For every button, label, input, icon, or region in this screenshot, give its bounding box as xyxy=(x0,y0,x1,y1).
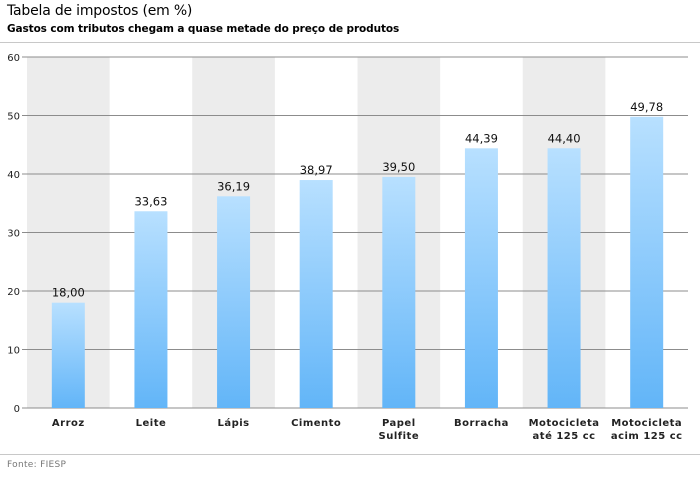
y-tick-label: 30 xyxy=(7,229,20,240)
y-tick-label: 60 xyxy=(7,53,20,64)
x-tick-label: Arroz xyxy=(52,418,85,429)
x-tick-label: Motocicleta xyxy=(611,418,682,429)
data-label: 44,40 xyxy=(548,131,581,145)
footer-divider xyxy=(0,454,700,455)
data-label: 39,50 xyxy=(382,160,415,174)
x-tick-label: Sulfite xyxy=(379,431,420,442)
data-label: 44,39 xyxy=(465,131,498,145)
header-divider xyxy=(0,42,700,43)
x-tick-label: Lápis xyxy=(217,417,249,429)
bar xyxy=(547,148,581,408)
data-label: 33,63 xyxy=(134,194,167,208)
x-tick-label: Papel xyxy=(382,418,416,429)
bar xyxy=(134,211,168,408)
x-tick-label: Leite xyxy=(136,418,167,429)
x-tick-label: Motocicleta xyxy=(529,418,600,429)
bar xyxy=(630,116,664,409)
bar xyxy=(299,180,333,408)
y-tick-label: 0 xyxy=(14,404,20,415)
x-tick-label: Cimento xyxy=(291,418,341,429)
y-tick-label: 50 xyxy=(7,112,20,123)
data-label: 36,19 xyxy=(217,179,250,193)
y-tick-label: 40 xyxy=(7,170,20,181)
data-label: 49,78 xyxy=(630,100,663,114)
data-label: 18,00 xyxy=(52,286,85,300)
bar xyxy=(464,148,498,409)
x-tick-label: acim 125 cc xyxy=(611,431,683,442)
chart-subtitle: Gastos com tributos chegam a quase metad… xyxy=(7,23,400,35)
x-tick-label: até 125 cc xyxy=(533,430,596,442)
x-tick-label: Borracha xyxy=(454,418,509,429)
bar xyxy=(51,302,85,408)
y-tick-label: 20 xyxy=(7,287,20,298)
source-note: Fonte: FIESP xyxy=(7,460,67,470)
bar xyxy=(217,196,251,408)
y-tick-label: 10 xyxy=(7,346,20,357)
data-label: 38,97 xyxy=(300,163,333,177)
chart-title: Tabela de impostos (em %) xyxy=(7,3,193,19)
bar xyxy=(382,176,416,408)
